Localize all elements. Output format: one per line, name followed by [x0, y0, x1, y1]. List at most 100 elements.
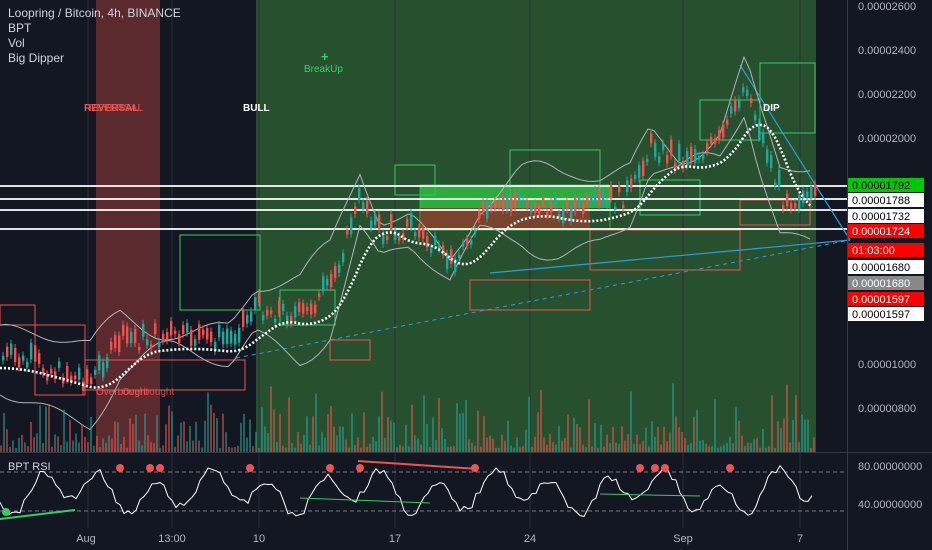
volume-bar: [48, 403, 50, 452]
volume-bar: [447, 447, 449, 452]
volume-bar: [126, 447, 128, 452]
trendline: [489, 239, 851, 274]
candle: [522, 200, 525, 205]
candle: [562, 207, 565, 224]
candle: [506, 194, 509, 210]
volume-bar: [663, 426, 665, 452]
rsi-tick-label: 40.00000000: [858, 499, 922, 511]
pane-separator[interactable]: [0, 452, 932, 453]
indicator-big-dipper[interactable]: Big Dipper: [8, 51, 65, 65]
candle: [250, 311, 253, 322]
volume-bar: [237, 445, 239, 452]
volume-bar: [69, 419, 71, 452]
rsi-overbought-marker: [146, 464, 154, 472]
candle: [574, 197, 577, 212]
candle: [798, 194, 801, 210]
candle: [206, 328, 209, 340]
volume-bar: [111, 438, 113, 452]
candle: [618, 185, 621, 193]
volume-bar: [768, 446, 770, 452]
candle: [378, 214, 381, 230]
volume-bar: [513, 447, 515, 452]
candle: [658, 156, 661, 163]
rsi-pane-title[interactable]: BPT RSI: [8, 461, 51, 473]
volume-bar: [462, 412, 464, 452]
volume-bar: [510, 445, 512, 452]
candle: [722, 124, 725, 138]
price-tag-label: 0.00001788: [852, 195, 910, 207]
candle: [142, 323, 145, 337]
candle: [422, 228, 425, 239]
candle: [642, 160, 645, 177]
volume-bar: [198, 440, 200, 452]
volume-bar: [120, 443, 122, 452]
candle: [126, 326, 129, 344]
candle: [482, 201, 485, 212]
price-tag: [848, 193, 924, 207]
candle: [138, 346, 141, 351]
volume-bar: [612, 426, 614, 452]
candle: [226, 328, 229, 344]
volume-bar: [381, 391, 383, 452]
bpt-box: [84, 359, 246, 391]
volume-bar: [687, 445, 689, 452]
volume-bar: [114, 421, 116, 452]
price-tick-label: 0.00002200: [858, 89, 916, 101]
candle: [474, 230, 477, 234]
candle: [666, 154, 669, 164]
volume-bar: [231, 447, 233, 452]
indicator-vol[interactable]: Vol: [8, 36, 25, 50]
candle: [158, 342, 161, 348]
volume-bar: [813, 437, 815, 452]
candle: [46, 374, 49, 381]
volume-bar: [690, 443, 692, 452]
volume-bar: [714, 398, 716, 452]
candle: [590, 197, 593, 204]
volume-bar: [246, 437, 248, 452]
candle: [466, 238, 469, 246]
candle: [634, 175, 637, 179]
candle: [106, 357, 109, 369]
candle: [354, 206, 357, 214]
volume-bar: [300, 443, 302, 452]
candle: [638, 165, 641, 179]
candle: [554, 195, 557, 205]
price-tag-label: 0.00001597: [852, 294, 910, 306]
candle: [530, 206, 533, 213]
candle: [118, 335, 121, 352]
candle: [318, 293, 321, 298]
volume-bar: [276, 442, 278, 452]
volume-bar: [363, 412, 365, 452]
volume-bar: [45, 406, 47, 452]
candle: [58, 361, 61, 368]
volume-bar: [243, 413, 245, 452]
volume-bar: [384, 437, 386, 452]
volume-bar: [672, 383, 674, 452]
volume-bar: [552, 441, 554, 452]
candle: [770, 154, 773, 169]
rsi-overbought-marker: [661, 464, 669, 472]
candle: [518, 192, 521, 202]
volume-bar: [354, 445, 356, 452]
volume-bar: [393, 422, 395, 452]
indicator-bpt[interactable]: BPT: [8, 21, 32, 35]
candle: [262, 315, 265, 321]
candle: [394, 230, 397, 240]
candle: [762, 132, 765, 144]
breakup-mark-icon: +: [321, 49, 329, 64]
candle: [774, 182, 777, 186]
volume-bar: [93, 445, 95, 452]
candle: [162, 333, 165, 341]
volume-bar: [699, 440, 701, 452]
candle: [526, 200, 529, 207]
volume-bar: [615, 442, 617, 452]
volume-bar: [762, 428, 764, 452]
volume-bar: [675, 416, 677, 452]
volume-bar: [732, 443, 734, 452]
candle: [490, 204, 493, 209]
symbol-title[interactable]: Loopring / Bitcoin, 4h, BINANCE: [8, 6, 181, 20]
candle: [710, 137, 713, 144]
volume-bar: [183, 421, 185, 452]
rsi-overbought-marker: [156, 464, 164, 472]
